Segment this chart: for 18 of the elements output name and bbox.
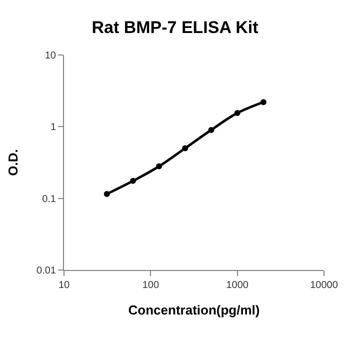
point	[260, 99, 266, 106]
point	[104, 190, 110, 197]
y-tick-label: 10	[44, 50, 56, 62]
point	[208, 126, 214, 133]
y-tick-label: 0.01	[36, 266, 56, 276]
y-tick-label: 1	[50, 122, 56, 134]
y-axis-title: O.D.	[5, 149, 20, 176]
x-tick-label: 10	[58, 280, 70, 291]
point	[156, 163, 162, 170]
x-tick-label: 100	[142, 280, 160, 291]
x-axis-title: Concentration(pg/ml)	[128, 302, 260, 318]
y-tick-label: 0.1	[42, 194, 56, 205]
point	[130, 178, 136, 184]
point	[234, 110, 240, 116]
x-tick-label: 1000	[226, 280, 249, 291]
point	[182, 145, 188, 152]
chart-title: Rat BMP-7 ELISA Kit	[92, 18, 259, 37]
x-tick-label: 10000	[310, 280, 338, 291]
